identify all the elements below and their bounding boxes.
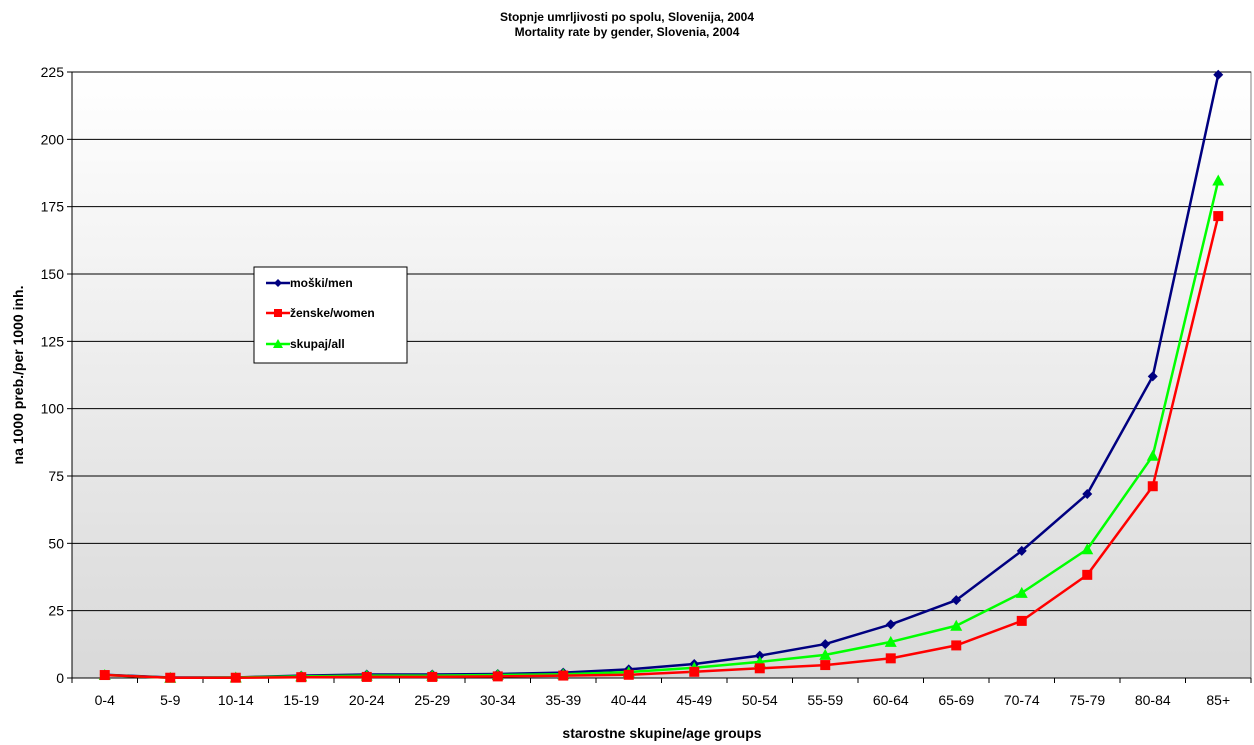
y-tick-label: 25 — [48, 603, 64, 619]
x-tick-label: 30-34 — [480, 692, 516, 708]
x-tick-label: 65-69 — [938, 692, 974, 708]
data-point — [296, 672, 307, 683]
x-tick-label: 85+ — [1206, 692, 1230, 708]
data-point — [361, 671, 372, 682]
y-tick-label: 0 — [56, 670, 64, 686]
chart-subtitle: Mortality rate by gender, Slovenia, 2004 — [515, 25, 740, 39]
data-point — [754, 650, 765, 661]
x-axis-title: starostne skupine/age groups — [562, 725, 761, 741]
data-point — [427, 671, 438, 682]
y-tick-label: 175 — [41, 199, 65, 215]
legend-marker — [273, 339, 283, 348]
data-point — [1213, 69, 1224, 80]
data-point — [1147, 481, 1158, 492]
data-point — [1147, 371, 1158, 382]
data-point — [820, 639, 831, 650]
chart-title: Stopnje umrljivosti po spolu, Slovenija,… — [500, 10, 754, 24]
data-point — [230, 672, 241, 683]
data-point — [950, 619, 963, 631]
data-point — [492, 671, 503, 682]
x-tick-label: 25-29 — [414, 692, 450, 708]
x-tick-label: 55-59 — [807, 692, 843, 708]
legend-marker — [274, 309, 282, 317]
plot-area — [71, 71, 1252, 679]
data-point — [885, 619, 896, 630]
data-point — [1213, 211, 1224, 222]
x-tick-label: 20-24 — [349, 692, 385, 708]
y-tick-label: 125 — [41, 333, 65, 349]
data-point — [1212, 174, 1225, 186]
y-axis-title: na 1000 preb./per 1000 inh. — [10, 286, 26, 465]
data-point — [99, 670, 110, 681]
y-tick-label: 225 — [41, 64, 65, 80]
data-point — [951, 640, 962, 651]
legend-label: moški/men — [290, 276, 353, 290]
x-tick-label: 5-9 — [160, 692, 180, 708]
data-point — [1015, 586, 1028, 598]
data-point — [820, 660, 831, 671]
legend-marker — [274, 279, 282, 287]
data-point — [1016, 615, 1027, 626]
x-tick-label: 75-79 — [1069, 692, 1105, 708]
x-tick-label: 0-4 — [95, 692, 115, 708]
data-point — [1082, 489, 1093, 500]
data-point — [165, 672, 176, 683]
x-tick-label: 60-64 — [873, 692, 909, 708]
data-point — [885, 653, 896, 664]
data-point — [951, 595, 962, 606]
y-tick-label: 75 — [48, 468, 64, 484]
data-point — [754, 663, 765, 674]
y-tick-label: 200 — [41, 131, 65, 147]
data-point — [1081, 543, 1094, 555]
data-point — [623, 669, 634, 680]
data-point — [1146, 449, 1159, 461]
x-tick-label: 50-54 — [742, 692, 778, 708]
x-tick-label: 40-44 — [611, 692, 647, 708]
legend-label: skupaj/all — [290, 337, 345, 351]
data-point — [1082, 569, 1093, 580]
x-tick-label: 15-19 — [283, 692, 319, 708]
x-tick-label: 10-14 — [218, 692, 254, 708]
series-line — [104, 215, 1220, 679]
legend-label: ženske/women — [290, 306, 375, 320]
y-tick-label: 50 — [48, 535, 64, 551]
y-tick-label: 100 — [41, 401, 65, 417]
data-point — [819, 648, 832, 660]
data-point — [558, 670, 569, 681]
data-point — [689, 666, 700, 677]
x-tick-label: 80-84 — [1135, 692, 1171, 708]
y-tick-label: 150 — [41, 266, 65, 282]
x-tick-label: 70-74 — [1004, 692, 1040, 708]
x-tick-label: 45-49 — [676, 692, 712, 708]
data-point — [1016, 545, 1027, 556]
legend: moški/men ženske/women skupaj/all — [253, 266, 408, 364]
data-point — [884, 635, 897, 647]
x-tick-label: 35-39 — [545, 692, 581, 708]
